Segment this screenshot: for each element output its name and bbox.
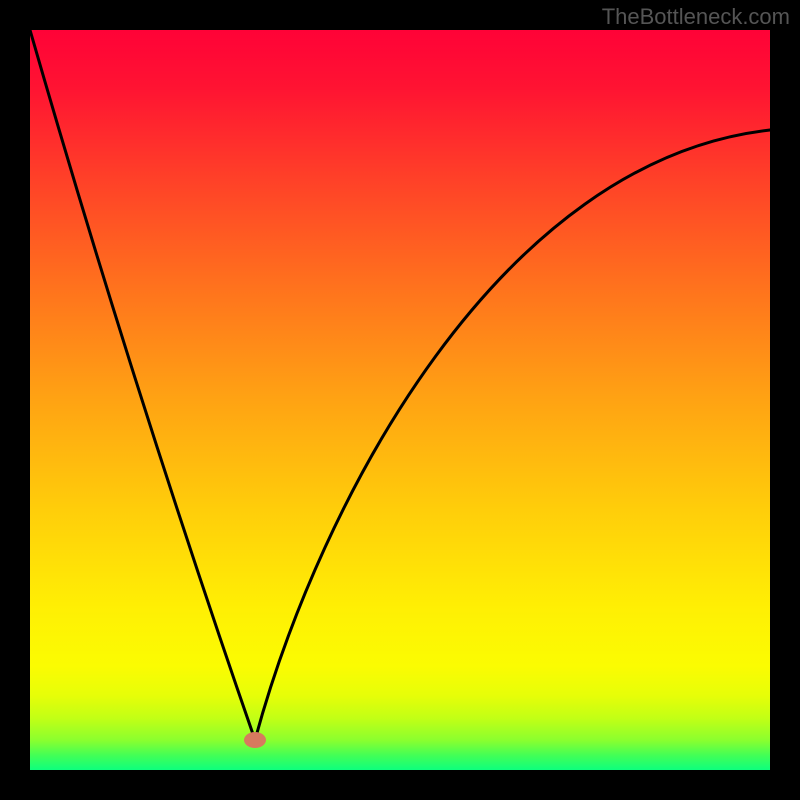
- watermark-text: TheBottleneck.com: [602, 4, 790, 30]
- minimum-marker: [244, 732, 266, 748]
- chart-container: TheBottleneck.com: [0, 0, 800, 800]
- bottleneck-chart: [0, 0, 800, 800]
